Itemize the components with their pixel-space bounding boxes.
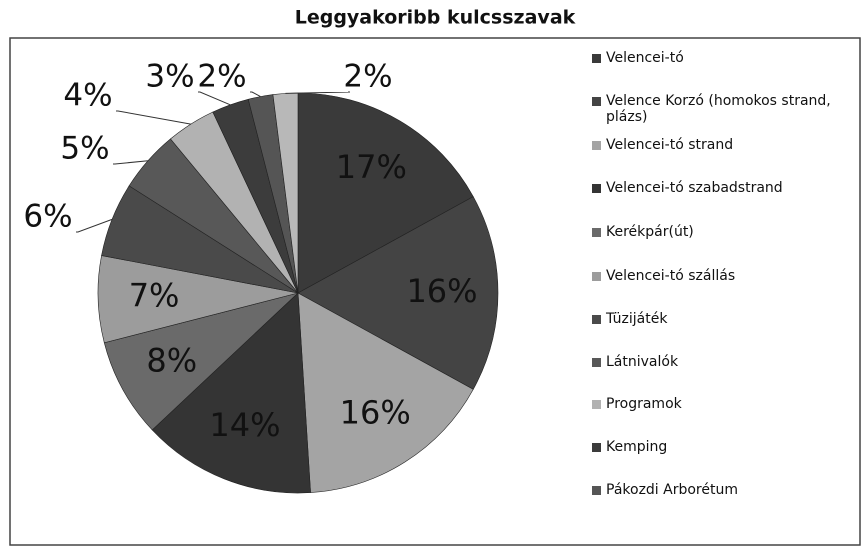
legend-swatch <box>592 272 601 281</box>
legend-swatch <box>592 184 601 193</box>
legend-swatch <box>592 141 601 150</box>
legend-item: Látnivalók <box>592 354 678 370</box>
legend-item: Velencei-tó <box>592 50 684 66</box>
legend-item: Kemping <box>592 439 667 455</box>
legend-item: Velencei-tó szállás <box>592 268 735 284</box>
legend-label: Velencei-tó szabadstrand <box>606 180 783 196</box>
data-label: 2% <box>343 59 392 95</box>
data-label: 2% <box>197 59 246 95</box>
legend-label: Velence Korzó (homokos strand, plázs) <box>606 93 831 125</box>
data-label: 3% <box>145 59 194 95</box>
leader-line <box>113 160 149 165</box>
legend-item: Velence Korzó (homokos strand, plázs) <box>592 93 842 125</box>
chart-frame <box>9 37 861 546</box>
data-label: 17% <box>336 148 407 186</box>
pie-slice <box>103 292 299 431</box>
data-label: 8% <box>146 341 197 379</box>
data-label: 16% <box>406 272 477 310</box>
data-label: 16% <box>340 394 411 432</box>
leader-line <box>116 110 191 125</box>
legend-swatch <box>592 358 601 367</box>
legend-label: Látnivalók <box>606 354 679 370</box>
legend-label: Pákozdi Arborétum <box>606 482 738 498</box>
legend-item: Velencei-tó szabadstrand <box>592 180 783 196</box>
legend-item: Velencei-tó strand <box>592 137 733 153</box>
legend-label: Velencei-tó <box>606 50 684 66</box>
legend-label: Programok <box>606 396 682 412</box>
legend-label: Kerékpár(út) <box>606 224 694 240</box>
leader-line <box>198 91 231 106</box>
legend-item: Tüzijáték <box>592 311 667 327</box>
data-label: 6% <box>23 199 72 235</box>
legend-label: Velencei-tó strand <box>606 137 734 153</box>
chart-title: Leggyakoribb kulcsszavak <box>295 7 576 29</box>
data-label: 4% <box>63 78 112 114</box>
legend-swatch <box>592 443 601 452</box>
legend-label: Kemping <box>606 439 668 455</box>
pie-slice <box>297 292 474 493</box>
pie-slice <box>151 292 311 494</box>
legend-swatch <box>592 54 601 63</box>
legend-swatch <box>592 228 601 237</box>
leader-line <box>76 218 113 233</box>
pie-slice <box>297 92 474 294</box>
legend-swatch <box>592 315 601 324</box>
legend-swatch <box>592 97 601 106</box>
legend-item: Kerékpár(út) <box>592 224 694 240</box>
data-label: 5% <box>60 131 109 167</box>
data-label: 14% <box>209 406 280 444</box>
leader-line <box>285 91 351 94</box>
pie-slice <box>297 196 499 390</box>
legend-label: Tüzijáték <box>606 311 668 327</box>
legend-swatch <box>592 400 601 409</box>
data-label: 7% <box>129 277 180 315</box>
legend-item: Pákozdi Arborétum <box>592 482 738 498</box>
legend-label: Velencei-tó szállás <box>606 268 736 284</box>
legend-swatch <box>592 486 601 495</box>
legend-item: Programok <box>592 396 682 412</box>
leader-line <box>250 91 261 97</box>
